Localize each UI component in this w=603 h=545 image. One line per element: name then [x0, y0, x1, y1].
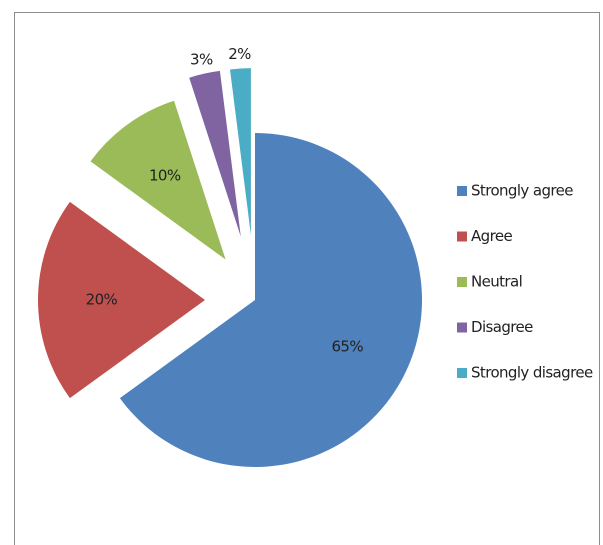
pie-slice [119, 133, 422, 468]
pie-slice [38, 201, 205, 399]
pie-slice [229, 68, 251, 236]
data-label: 3% [190, 50, 213, 68]
legend-swatch [457, 231, 467, 242]
legend-label: Disagree [471, 318, 533, 336]
data-label: 10% [149, 166, 181, 184]
legend-swatch [457, 368, 467, 378]
data-label: 20% [86, 291, 118, 309]
legend-label: Agree [471, 227, 512, 245]
legend-swatch [457, 277, 467, 287]
legend-label: Strongly disagree [471, 364, 593, 382]
legend-label: Neutral [471, 273, 522, 291]
data-label: 2% [228, 45, 251, 63]
pie-slice [90, 100, 226, 260]
legend-swatch [457, 186, 467, 196]
legend-swatch [457, 322, 467, 333]
legend-label: Strongly agree [471, 182, 573, 200]
pie-slice [189, 70, 241, 237]
data-label: 65% [331, 338, 363, 356]
